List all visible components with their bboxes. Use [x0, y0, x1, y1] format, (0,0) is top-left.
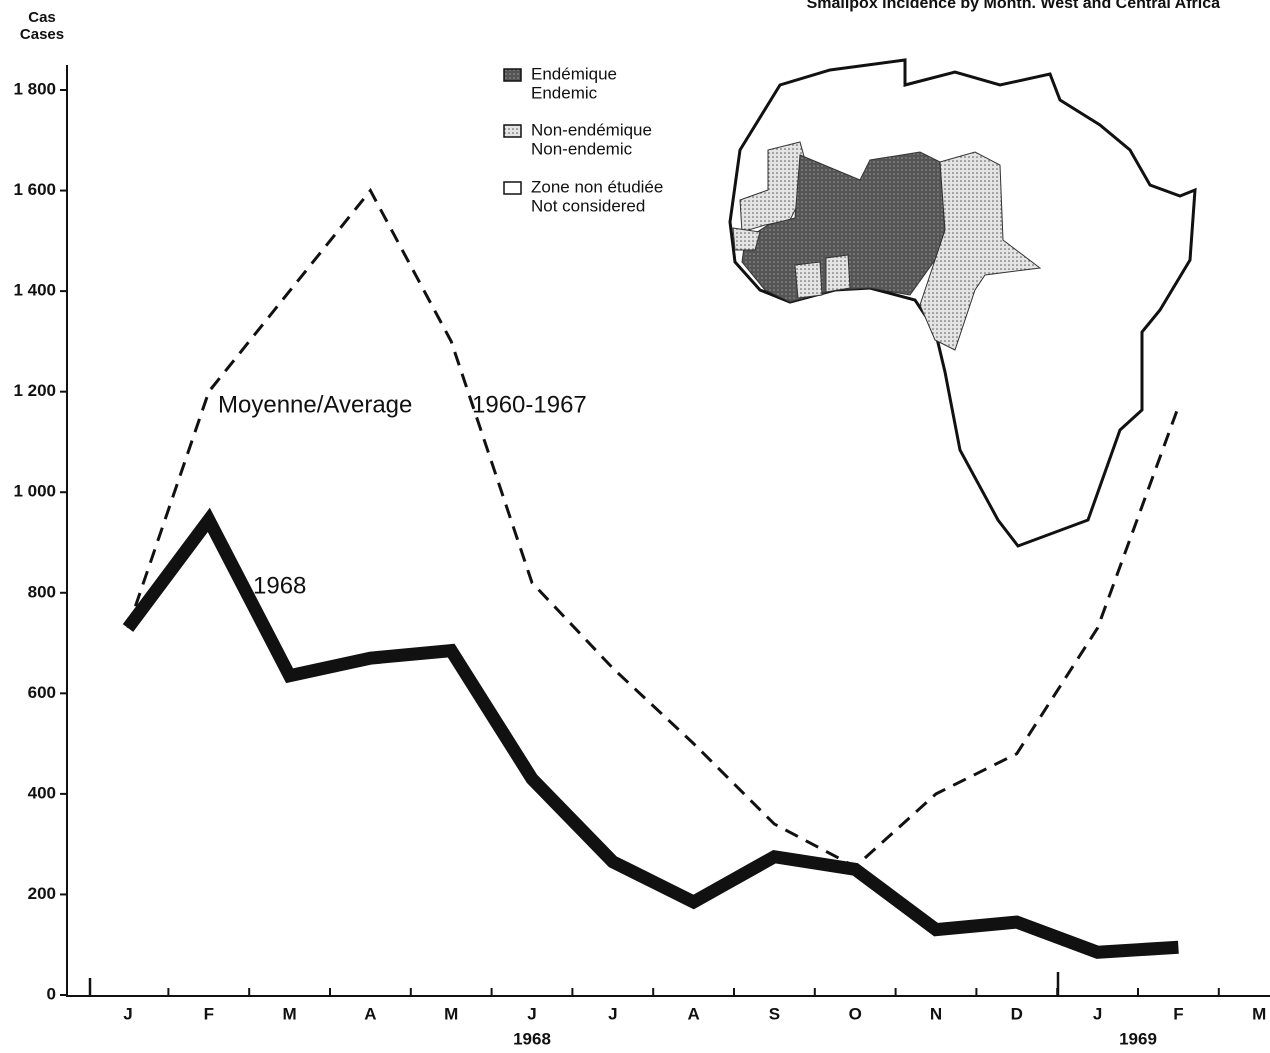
y-tick-label: 1 400 [13, 281, 56, 300]
y-axis-label: Cases [20, 26, 64, 43]
legend-label: Endémique [531, 64, 617, 83]
x-tick-label: J [1093, 1004, 1102, 1023]
legend-swatch [503, 181, 522, 195]
x-group-label: 1968 [513, 1029, 551, 1048]
x-tick-label: M [444, 1004, 458, 1023]
x-tick-label: J [608, 1004, 617, 1023]
x-tick-label: D [1011, 1004, 1023, 1023]
legend-label: Zone non étudiée [531, 177, 663, 196]
x-tick-label: N [930, 1004, 942, 1023]
legend-label: Endemic [531, 83, 598, 102]
y-tick-label: 1 600 [13, 180, 56, 199]
y-tick-label: 0 [47, 984, 56, 1003]
x-tick-label: O [849, 1004, 862, 1023]
y-tick-label: 1 200 [13, 381, 56, 400]
x-tick-label: J [527, 1004, 536, 1023]
x-tick-label: F [204, 1004, 214, 1023]
x-tick-label: F [1173, 1004, 1183, 1023]
annotation: 1960-1967 [472, 391, 587, 418]
legend-swatch [503, 124, 522, 138]
series-line [122, 507, 1179, 959]
x-tick-label: A [687, 1004, 699, 1023]
average-line [126, 187, 1180, 869]
legend-label: Non-endémique [531, 120, 652, 139]
x-tick-label: S [769, 1004, 780, 1023]
y-tick-label: 200 [28, 884, 56, 903]
y-tick-label: 400 [28, 783, 56, 802]
series-label: 1968 [253, 572, 306, 599]
x-tick-label: J [123, 1004, 132, 1023]
x-group-label: 1969 [1119, 1029, 1157, 1048]
x-tick-label: M [1252, 1004, 1266, 1023]
y-tick-label: 1 800 [13, 79, 56, 98]
map [728, 58, 1197, 548]
legend-label: Not considered [531, 196, 645, 215]
y-tick-label: 800 [28, 582, 56, 601]
series-label: Moyenne/Average [218, 391, 412, 418]
x-tick-label: M [283, 1004, 297, 1023]
x-tick-label: A [364, 1004, 376, 1023]
y-axis-label: Cas [28, 9, 56, 26]
legend-swatch [503, 68, 522, 82]
chart-title: Smallpox incidence by Month. West and Ce… [807, 0, 1221, 12]
y-tick-label: 1 000 [13, 482, 56, 501]
legend-label: Non-endemic [531, 139, 633, 158]
y-tick-label: 600 [28, 683, 56, 702]
